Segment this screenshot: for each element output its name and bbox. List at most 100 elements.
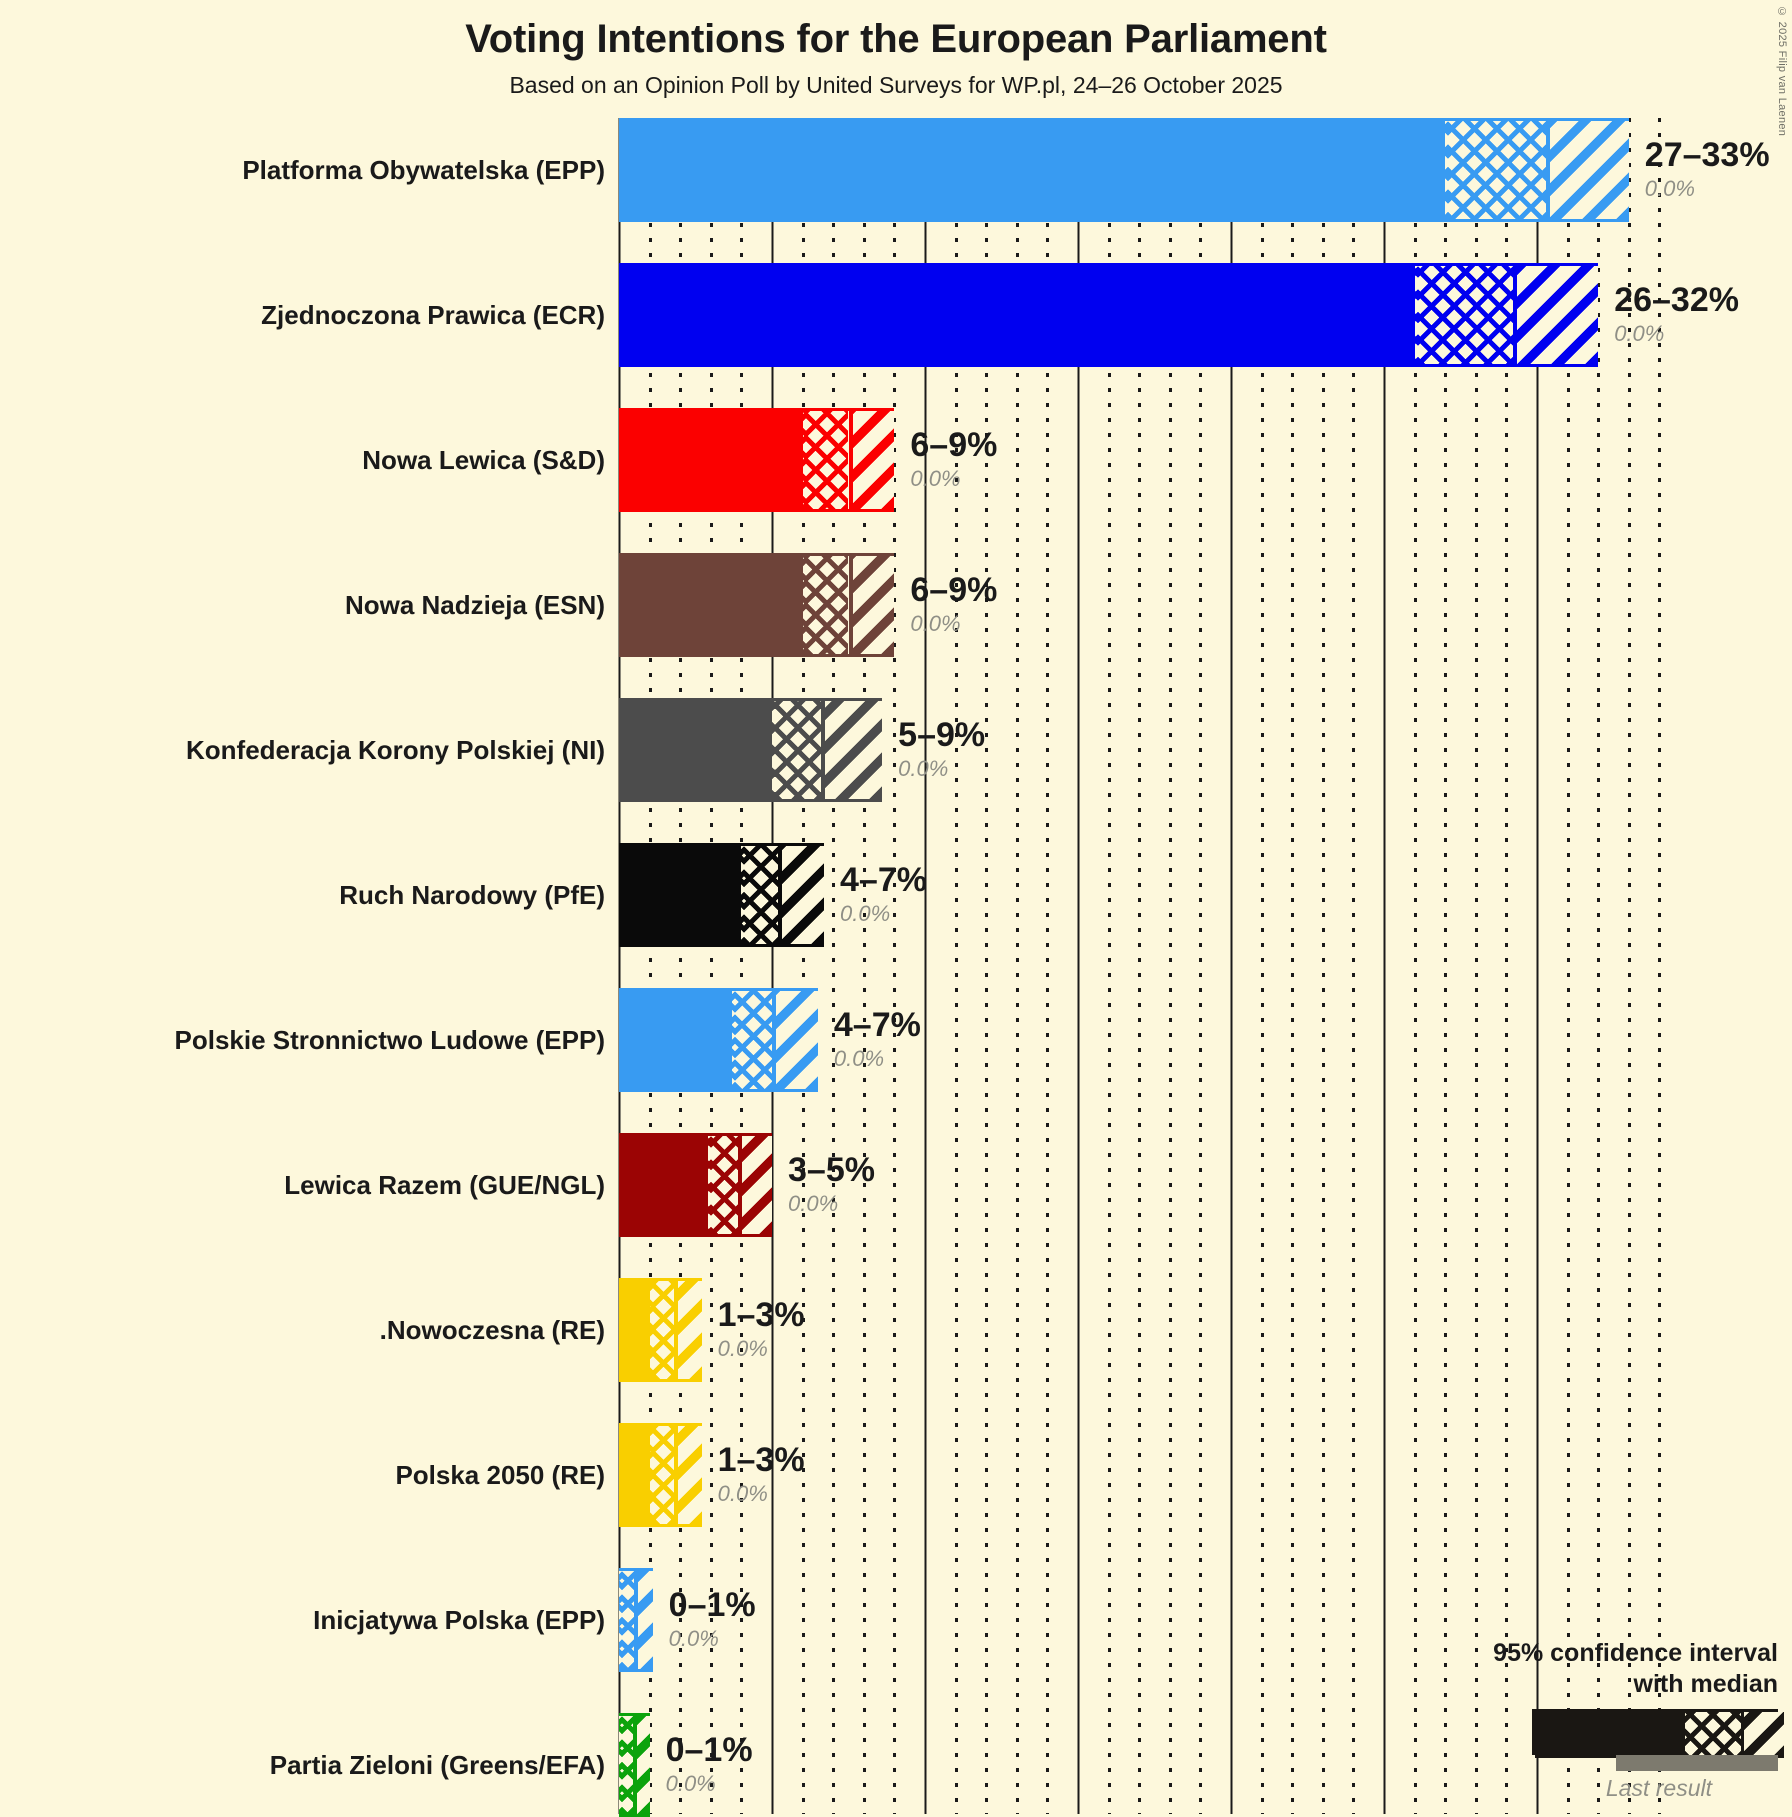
bar-segment-diagonal bbox=[738, 1136, 772, 1234]
legend-segment-diagonal bbox=[1741, 1712, 1784, 1758]
last-result-value: 0.0% bbox=[788, 1190, 839, 1216]
value-labels: 0–1% 0.0% bbox=[653, 1568, 756, 1672]
confidence-interval-bar[interactable] bbox=[619, 408, 895, 512]
party-label: Polskie Stronnictwo Ludowe (EPP) bbox=[174, 1024, 606, 1055]
last-result-value: 0.0% bbox=[1644, 175, 1695, 201]
confidence-interval-bar[interactable] bbox=[619, 988, 818, 1092]
bar-segment-diagonal bbox=[674, 1281, 702, 1379]
confidence-interval-bar[interactable] bbox=[619, 118, 1629, 222]
bar-segment-crosshatch bbox=[732, 991, 772, 1089]
legend-last-result-label: Last result bbox=[1605, 1775, 1712, 1801]
chart-row: Nowa Lewica (S&D) 6–9% 0.0% bbox=[0, 408, 1792, 512]
bar-segment-solid bbox=[619, 1281, 650, 1379]
bar-segment-solid bbox=[619, 991, 733, 1089]
chart-row: Platforma Obywatelska (EPP) 27–33% 0.0% bbox=[0, 118, 1792, 222]
last-result-value: 0.0% bbox=[910, 610, 961, 636]
value-labels: 6–9% 0.0% bbox=[894, 553, 997, 657]
value-labels: 26–32% 0.0% bbox=[1598, 263, 1739, 367]
range-value: 1–3% bbox=[717, 1295, 805, 1334]
range-value: 0–1% bbox=[668, 1585, 756, 1624]
bar-segment-crosshatch bbox=[803, 411, 849, 509]
value-labels: 27–33% 0.0% bbox=[1629, 118, 1770, 222]
bar-segment-diagonal bbox=[1546, 121, 1629, 219]
value-labels: 5–9% 0.0% bbox=[882, 698, 985, 802]
range-value: 3–5% bbox=[788, 1150, 875, 1189]
bar-segment-solid bbox=[619, 121, 1446, 219]
range-value: 0–1% bbox=[665, 1730, 753, 1769]
range-value: 26–32% bbox=[1614, 280, 1739, 319]
party-label: Platforma Obywatelska (EPP) bbox=[242, 154, 605, 185]
page-title: Voting Intentions for the European Parli… bbox=[465, 17, 1327, 61]
party-label: Nowa Nadzieja (ESN) bbox=[344, 589, 605, 620]
bar-segment-crosshatch bbox=[803, 556, 849, 654]
legend-title-line2: with median bbox=[1633, 1669, 1778, 1698]
confidence-interval-bar[interactable] bbox=[619, 1133, 772, 1237]
legend-title-line1: 95% confidence interval bbox=[1493, 1639, 1778, 1667]
party-label: Ruch Narodowy (PfE) bbox=[339, 879, 605, 910]
bar-segment-solid bbox=[619, 846, 742, 944]
bar-segment-crosshatch bbox=[772, 701, 821, 799]
party-label: Inicjatywa Polska (EPP) bbox=[313, 1604, 605, 1635]
last-result-value: 0.0% bbox=[910, 465, 961, 491]
chart-row: Ruch Narodowy (PfE) 4–7% 0.0% bbox=[0, 843, 1792, 947]
confidence-interval-bar[interactable] bbox=[619, 1568, 653, 1672]
legend-last-result-bar bbox=[1616, 1755, 1778, 1771]
bar-segment-solid bbox=[619, 411, 803, 509]
chart-row: Zjednoczona Prawica (ECR) 26–32% 0.0% bbox=[0, 263, 1792, 367]
range-value: 5–9% bbox=[898, 715, 986, 754]
bar-segment-diagonal bbox=[632, 1716, 650, 1814]
confidence-interval-bar[interactable] bbox=[619, 1423, 702, 1527]
confidence-interval-bar[interactable] bbox=[619, 263, 1599, 367]
confidence-interval-bar[interactable] bbox=[619, 698, 883, 802]
legend-segment-solid bbox=[1535, 1712, 1685, 1758]
last-result-value: 0.0% bbox=[1614, 320, 1665, 346]
chart-legend: 95% confidence interval with median Last… bbox=[1308, 1638, 1784, 1802]
bar-segment-crosshatch bbox=[708, 1136, 739, 1234]
bar-segment-diagonal bbox=[848, 556, 895, 654]
value-labels: 0–1% 0.0% bbox=[650, 1713, 753, 1817]
bar-segment-diagonal bbox=[848, 411, 895, 509]
last-result-value: 0.0% bbox=[840, 900, 891, 926]
legend-sample-bar bbox=[1532, 1709, 1784, 1758]
bar-segment-crosshatch bbox=[1445, 121, 1547, 219]
confidence-interval-bar[interactable] bbox=[619, 1713, 650, 1817]
bar-segment-crosshatch bbox=[650, 1426, 675, 1524]
last-result-value: 0.0% bbox=[668, 1625, 719, 1651]
bar-segment-crosshatch bbox=[619, 1571, 635, 1669]
confidence-interval-bar[interactable] bbox=[619, 1278, 702, 1382]
chart-header: Voting Intentions for the European Parli… bbox=[0, 0, 1792, 98]
legend-segment-crosshatch bbox=[1685, 1712, 1741, 1758]
range-value: 6–9% bbox=[910, 570, 998, 609]
bar-segment-diagonal bbox=[634, 1571, 653, 1669]
bar-segment-crosshatch bbox=[741, 846, 779, 944]
last-result-value: 0.0% bbox=[717, 1480, 768, 1506]
value-labels: 1–3% 0.0% bbox=[702, 1278, 805, 1382]
last-result-value: 0.0% bbox=[665, 1770, 716, 1796]
party-label: Nowa Lewica (S&D) bbox=[362, 444, 605, 475]
chart-row: Konfederacja Korony Polskiej (NI) 5–9% 0… bbox=[0, 698, 1792, 802]
chart-row: Nowa Nadzieja (ESN) 6–9% 0.0% bbox=[0, 553, 1792, 657]
bar-segment-crosshatch bbox=[1415, 266, 1513, 364]
chart-row: Partia Zieloni (Greens/EFA) 0–1% 0.0% bbox=[0, 1713, 1792, 1817]
value-labels: 1–3% 0.0% bbox=[702, 1423, 805, 1527]
chart-row: Lewica Razem (GUE/NGL) 3–5% 0.0% bbox=[0, 1133, 1792, 1237]
value-labels: 6–9% 0.0% bbox=[894, 408, 997, 512]
range-value: 4–7% bbox=[833, 1005, 921, 1044]
range-value: 27–33% bbox=[1644, 135, 1770, 174]
bar-segment-crosshatch bbox=[650, 1281, 675, 1379]
bar-segment-solid bbox=[619, 556, 803, 654]
bar-segment-diagonal bbox=[778, 846, 824, 944]
bar-segment-diagonal bbox=[772, 991, 818, 1089]
confidence-interval-bar[interactable] bbox=[619, 843, 825, 947]
last-result-value: 0.0% bbox=[898, 755, 949, 781]
last-result-value: 0.0% bbox=[833, 1045, 885, 1071]
bar-segment-solid bbox=[619, 266, 1415, 364]
value-labels: 3–5% 0.0% bbox=[772, 1133, 875, 1237]
party-label: .Nowoczesna (RE) bbox=[379, 1314, 605, 1345]
range-value: 1–3% bbox=[717, 1440, 805, 1479]
confidence-interval-bar[interactable] bbox=[619, 553, 895, 657]
bar-segment-diagonal bbox=[1512, 266, 1599, 364]
bar-segment-crosshatch bbox=[619, 1716, 633, 1814]
value-labels: 4–7% 0.0% bbox=[824, 843, 927, 947]
